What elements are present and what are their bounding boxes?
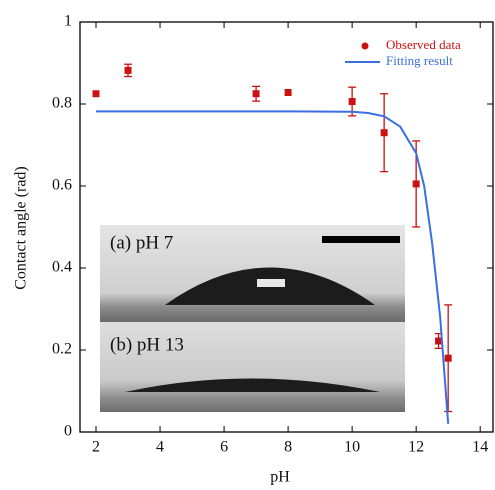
x-axis-label: pH	[270, 469, 290, 486]
y-tick-label: 1	[64, 13, 72, 30]
inset-images: (a) pH 7 (b) pH 13	[100, 225, 405, 412]
scale-bar	[322, 236, 400, 243]
data-point	[124, 66, 132, 74]
y-tick-label: 0.2	[52, 341, 72, 358]
data-point	[412, 180, 420, 188]
data-point	[435, 337, 443, 345]
x-tick-label: 2	[92, 439, 100, 456]
droplet-highlight	[257, 279, 285, 287]
legend-label: Fitting result	[386, 53, 453, 68]
x-tick-label: 6	[220, 439, 228, 456]
y-tick-label: 0.4	[52, 259, 72, 276]
x-tick-label: 14	[472, 439, 488, 456]
y-axis-label: Contact angle (rad)	[13, 166, 30, 290]
x-tick-label: 10	[344, 439, 360, 456]
data-point	[380, 129, 388, 137]
droplet-b	[125, 378, 380, 392]
legend-marker	[361, 42, 369, 50]
data-point	[348, 98, 356, 106]
data-point	[284, 89, 292, 97]
x-tick-label: 8	[284, 439, 292, 456]
y-tick-label: 0.6	[52, 177, 72, 194]
y-tick-label: 0.8	[52, 95, 72, 112]
data-point	[92, 90, 100, 98]
plot-frame	[79, 21, 494, 433]
y-tick-label: 0	[64, 423, 72, 440]
data-point	[444, 354, 452, 362]
inset-label: (a) pH 7	[110, 232, 173, 253]
x-tick-label: 4	[156, 439, 164, 456]
inset-label: (b) pH 13	[110, 334, 184, 355]
data-point	[252, 90, 260, 98]
inset-image-b	[100, 322, 405, 412]
x-tick-label: 12	[408, 439, 424, 456]
fit-line	[96, 110, 450, 424]
legend-label: Observed data	[386, 37, 461, 52]
